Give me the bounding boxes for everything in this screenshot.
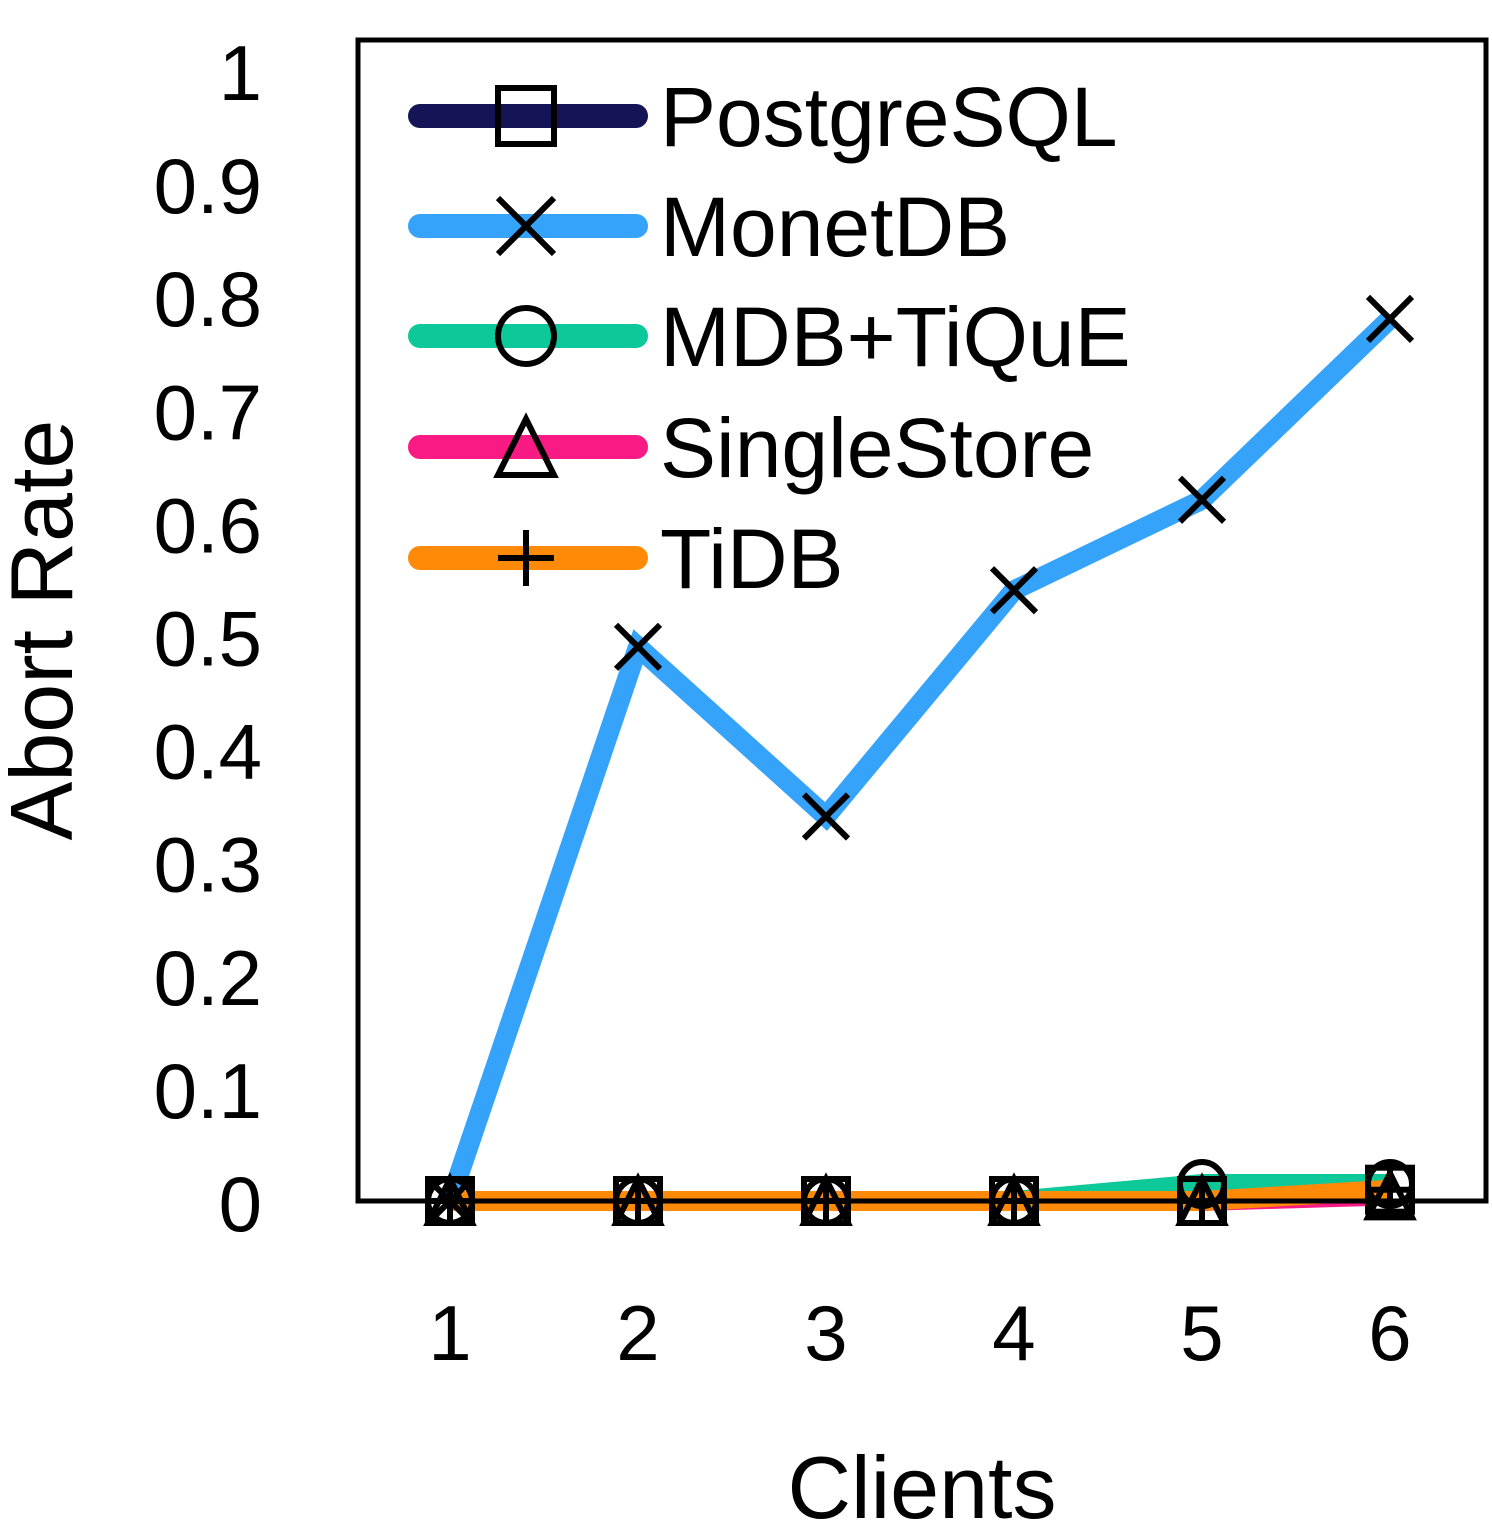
y-tick-label: 0.7 <box>154 368 262 456</box>
y-tick-label: 0.4 <box>154 708 262 796</box>
x-tick-label: 6 <box>1368 1289 1411 1377</box>
legend-label: PostgreSQL <box>660 70 1118 164</box>
marker-plus <box>1368 1167 1412 1212</box>
legend-item: PostgreSQL <box>408 70 1118 164</box>
x-tick-label: 3 <box>804 1289 847 1377</box>
marker-triangle <box>493 412 559 478</box>
legend-item: MDB+TiQuE <box>408 290 1131 384</box>
x-tick-label: 5 <box>1180 1289 1223 1377</box>
x-tick-label: 1 <box>428 1289 471 1377</box>
marker-x <box>495 195 557 257</box>
y-axis-ticks: 0 0.1 0.2 0.3 0.4 0.5 0.6 0.7 0.8 0.9 1 <box>154 29 262 1248</box>
y-tick-label: 0 <box>219 1160 262 1248</box>
legend-item: SingleStore <box>408 401 1094 495</box>
legend-item: MonetDB <box>408 180 1010 274</box>
y-tick-label: 1 <box>219 29 262 117</box>
y-tick-label: 0.1 <box>154 1047 262 1135</box>
x-tick-label: 2 <box>616 1289 659 1377</box>
y-tick-label: 0.3 <box>154 821 262 909</box>
x-tick-label: 4 <box>992 1289 1035 1377</box>
legend: PostgreSQL MonetDB MDB+TiQuE SingleStore TiD… <box>408 70 1131 606</box>
marker-x <box>801 792 851 841</box>
legend-label: TiDB <box>660 512 844 606</box>
marker-plus <box>498 530 554 586</box>
marker-circle <box>495 305 557 367</box>
series-line <box>440 311 1397 1205</box>
marker-x <box>1177 475 1227 524</box>
y-tick-label: 0.6 <box>154 481 262 569</box>
y-tick-label: 0.2 <box>154 934 262 1022</box>
y-axis-label: Abort Rate <box>0 420 91 841</box>
legend-label: MDB+TiQuE <box>660 290 1131 384</box>
x-axis-label: Clients <box>788 1438 1057 1534</box>
y-tick-label: 0.5 <box>154 595 262 683</box>
y-tick-label: 0.9 <box>154 142 262 230</box>
plot-frame <box>355 37 1489 1204</box>
marker-x <box>989 566 1039 615</box>
marker-triangle <box>1363 1166 1417 1221</box>
marker-square <box>495 85 557 147</box>
x-axis-ticks: 1 2 3 4 5 6 <box>428 1289 1411 1377</box>
y-tick-label: 0.8 <box>154 255 262 343</box>
legend-label: SingleStore <box>660 401 1094 495</box>
marker-x <box>613 622 663 671</box>
marker-x <box>1365 294 1415 343</box>
legend-label: MonetDB <box>660 180 1010 274</box>
legend-item: TiDB <box>408 512 844 606</box>
